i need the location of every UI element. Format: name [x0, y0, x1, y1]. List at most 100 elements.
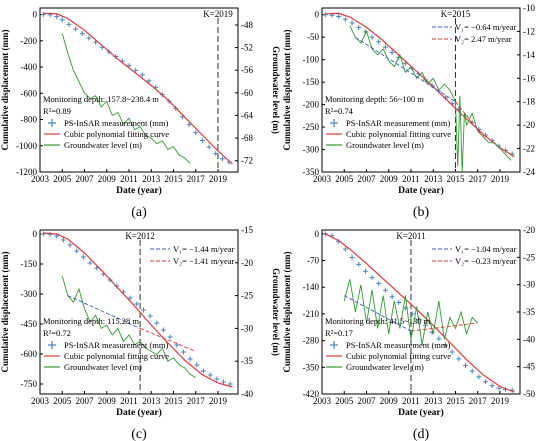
x-tick-label: 2009 — [98, 396, 117, 406]
insar-point — [349, 20, 355, 26]
y-tick-label: -750 — [21, 379, 38, 389]
legend-swatch-insar — [48, 119, 56, 127]
insar-point — [342, 246, 348, 252]
x-tick-label: 2019 — [209, 396, 228, 406]
legend-label: PS-InSAR measurement (mm) — [346, 118, 451, 128]
chart-panel-4: 2003 2005 2007 2009 2011 2013 2015 2017 2019 0 -70… — [282, 225, 535, 441]
insar-point — [87, 260, 93, 266]
insar-point — [59, 17, 65, 23]
insar-point — [186, 122, 192, 128]
legend-label: Cubic polynomial fitting curve — [64, 351, 169, 361]
insar-point — [436, 336, 442, 342]
x-tick-label: 2009 — [98, 174, 117, 184]
y2-tick-label: -14 — [523, 50, 535, 60]
rate-label: V₂= −0.23 m/year — [455, 256, 517, 266]
x-tick-label: 2011 — [120, 396, 138, 406]
y-tick-label: -450 — [21, 319, 38, 329]
x-tick-label: 2013 — [424, 396, 443, 406]
chart-panel-3: 2003 2005 2007 2009 2011 2013 2015 2017 2019 0 -15… — [0, 225, 281, 441]
y2-tick-label: -22 — [523, 144, 535, 154]
insar-point — [80, 254, 86, 260]
y2-tick-label: -15 — [241, 225, 253, 235]
x-tick-label: 2009 — [380, 174, 399, 184]
y2-tick-label: -40 — [241, 389, 253, 399]
y-tick-label: 0 — [33, 10, 38, 20]
insar-point — [74, 248, 80, 254]
y2-tick-label: -20 — [241, 258, 253, 268]
plot-frame — [39, 229, 239, 395]
insar-point — [86, 35, 92, 41]
x-tick-label: 2003 — [313, 174, 332, 184]
legend-label: Cubic polynomial fitting curve — [64, 129, 169, 139]
x-tick-label: 2005 — [335, 174, 354, 184]
x-tick-label: 2011 — [402, 396, 420, 406]
k-label: K=2019 — [203, 9, 233, 19]
annotation-text: R²=0.17 — [325, 328, 353, 338]
insar-point — [213, 151, 219, 157]
x-tick-label: 2007 — [75, 396, 94, 406]
insar-point — [206, 144, 212, 150]
x-tick-label: 2005 — [53, 396, 72, 406]
x-tick-label: 2007 — [357, 174, 376, 184]
v2-trend-line — [455, 101, 484, 138]
y2-tick-label: -68 — [241, 133, 253, 143]
panel-label: (a) — [131, 205, 147, 220]
y2-tick-label: -20 — [523, 225, 535, 235]
fit-curve — [325, 12, 515, 158]
y2-axis-label: Groundwater level (m) — [271, 268, 281, 356]
legend-label: PS-InSAR measurement (mm) — [64, 340, 169, 350]
annotation-text: R²=0.89 — [43, 106, 71, 116]
insar-point — [336, 14, 342, 20]
y2-tick-label: -12 — [523, 26, 535, 36]
y2-tick-label: -25 — [241, 291, 253, 301]
insar-point — [54, 14, 60, 20]
insar-point — [127, 295, 133, 301]
legend-label: Groundwater level (m) — [64, 362, 142, 372]
y2-tick-label: -52 — [241, 43, 253, 53]
x-tick-label: 2015 — [446, 174, 465, 184]
plot-frame — [321, 7, 521, 173]
k-label: K=2012 — [125, 231, 155, 241]
insar-point — [456, 356, 462, 362]
insar-point — [193, 130, 199, 136]
insar-point — [409, 311, 415, 317]
insar-point — [342, 16, 348, 22]
x-tick-label: 2017 — [187, 396, 206, 406]
y2-tick-label: -45 — [523, 362, 535, 372]
y-tick-label: -300 — [303, 145, 320, 155]
y-tick-label: 0 — [315, 10, 320, 20]
v2-trend-line — [139, 327, 196, 352]
y2-tick-label: -72 — [241, 156, 253, 166]
x-tick-label: 2017 — [187, 174, 206, 184]
y2-tick-label: -24 — [523, 167, 535, 177]
y2-tick-label: -60 — [241, 88, 253, 98]
v2-trend-line — [410, 322, 478, 332]
insar-point — [369, 275, 375, 281]
y2-tick-label: -56 — [241, 65, 253, 75]
groundwater-line — [61, 275, 196, 378]
y-tick-label: -1000 — [16, 141, 37, 151]
x-tick-label: 2019 — [209, 174, 228, 184]
insar-point — [133, 67, 139, 73]
x-tick-label: 2019 — [491, 174, 510, 184]
insar-point — [369, 34, 375, 40]
y2-axis-label: Groundwater level (m) — [271, 46, 281, 134]
insar-point — [67, 242, 73, 248]
x-tick-label: 2011 — [402, 174, 420, 184]
legend-swatch-insar — [48, 341, 56, 349]
y-tick-label: -50 — [307, 32, 319, 42]
y-tick-label: -210 — [303, 309, 320, 319]
x-tick-label: 2019 — [491, 396, 510, 406]
y2-tick-label: -35 — [241, 356, 253, 366]
insar-point — [376, 280, 382, 286]
x-tick-label: 2007 — [75, 174, 94, 184]
insar-point — [476, 374, 482, 380]
x-axis-label: Date (year) — [398, 407, 444, 418]
insar-point — [160, 327, 166, 333]
y-tick-label: -350 — [303, 362, 320, 372]
y-tick-label: -420 — [303, 389, 320, 399]
x-tick-label: 2013 — [142, 396, 161, 406]
plot-frame — [39, 7, 239, 173]
y2-tick-label: -50 — [523, 389, 535, 399]
y2-tick-label: -35 — [523, 307, 535, 317]
